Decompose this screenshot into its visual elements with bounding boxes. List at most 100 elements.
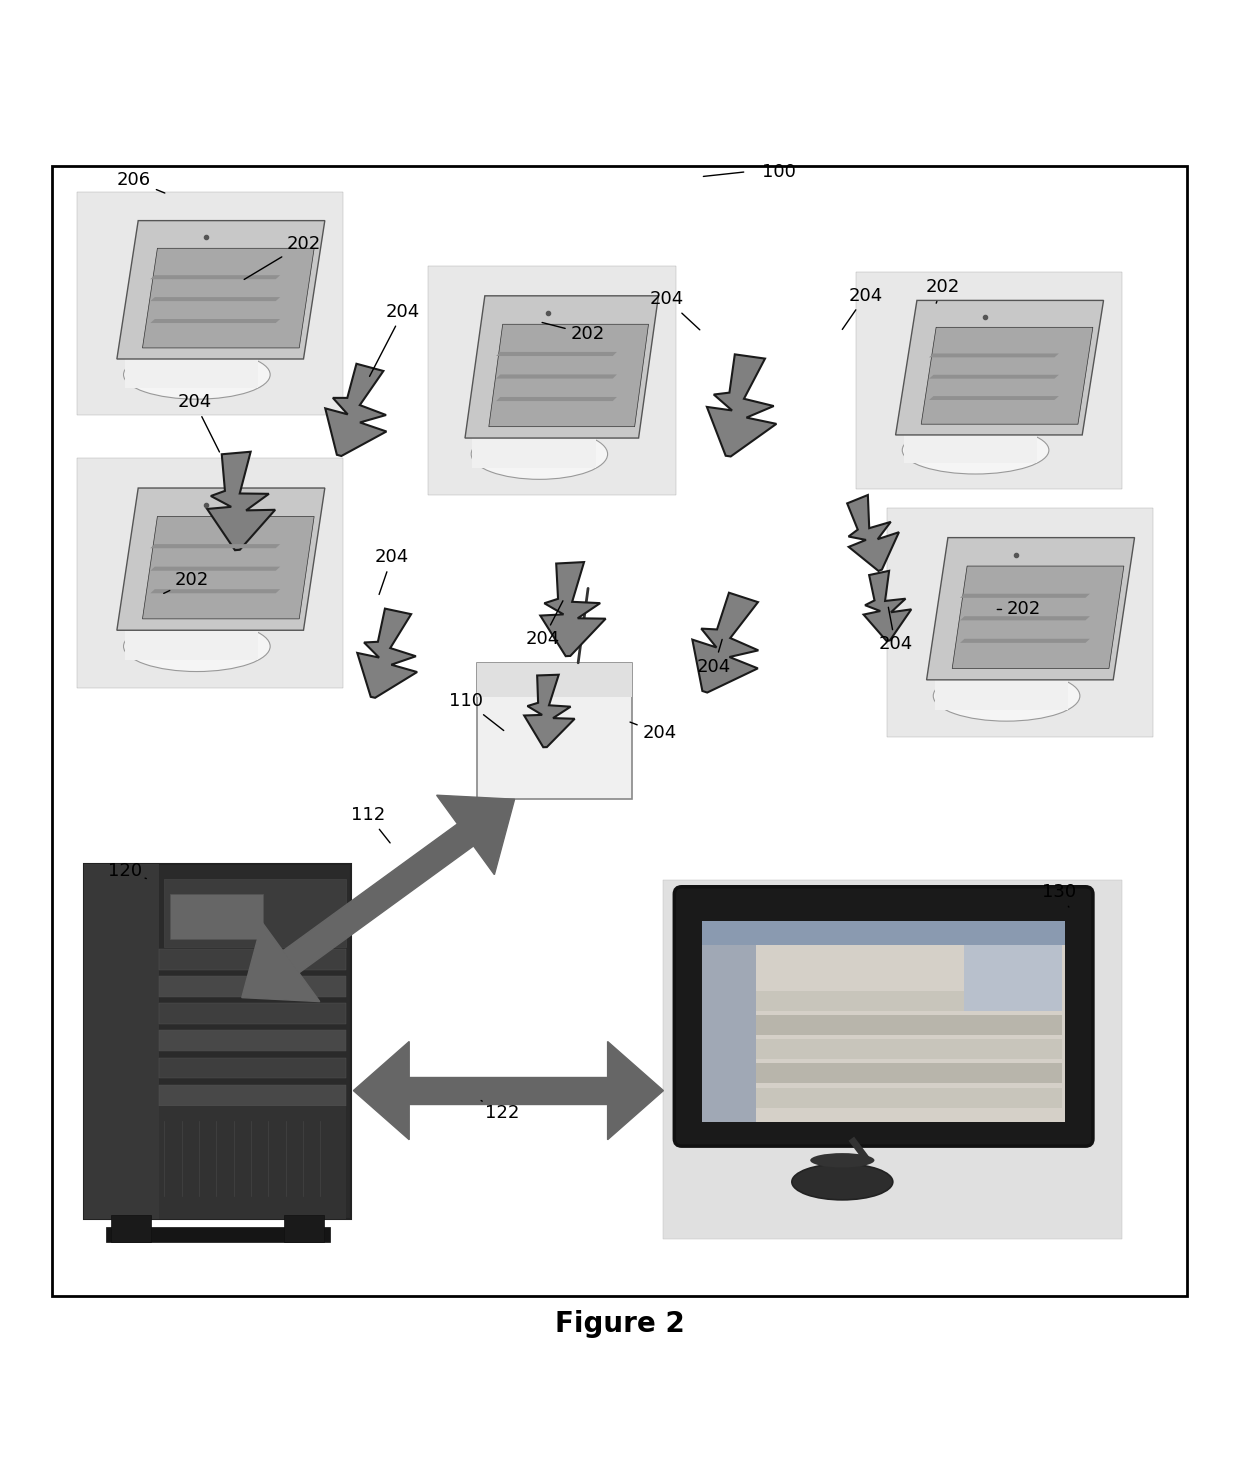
Text: 202: 202 (997, 601, 1042, 618)
Text: 204: 204 (630, 722, 677, 743)
FancyBboxPatch shape (105, 1227, 330, 1241)
FancyBboxPatch shape (675, 887, 1092, 1146)
Polygon shape (952, 566, 1123, 668)
FancyBboxPatch shape (159, 1003, 346, 1023)
FancyBboxPatch shape (159, 1057, 346, 1079)
Text: 110: 110 (449, 692, 503, 731)
FancyBboxPatch shape (77, 192, 343, 415)
Polygon shape (929, 374, 1059, 379)
Polygon shape (608, 1041, 663, 1140)
Polygon shape (929, 396, 1059, 401)
FancyBboxPatch shape (84, 864, 159, 1219)
FancyBboxPatch shape (477, 662, 632, 800)
Polygon shape (150, 275, 280, 279)
Polygon shape (960, 594, 1090, 598)
Ellipse shape (810, 1154, 874, 1168)
FancyBboxPatch shape (159, 1085, 346, 1105)
Ellipse shape (124, 621, 270, 671)
Polygon shape (525, 675, 574, 747)
Polygon shape (926, 538, 1135, 680)
Text: 202: 202 (925, 278, 960, 303)
Polygon shape (707, 354, 776, 456)
Polygon shape (150, 589, 280, 594)
Polygon shape (117, 488, 325, 630)
Polygon shape (143, 249, 314, 348)
FancyBboxPatch shape (706, 1088, 1061, 1108)
FancyBboxPatch shape (706, 1015, 1061, 1035)
FancyBboxPatch shape (706, 1063, 1061, 1083)
Polygon shape (496, 398, 618, 401)
Polygon shape (863, 570, 911, 640)
Polygon shape (960, 639, 1090, 643)
FancyBboxPatch shape (159, 949, 346, 969)
FancyBboxPatch shape (472, 418, 596, 468)
Polygon shape (496, 352, 618, 357)
Polygon shape (150, 297, 280, 301)
Polygon shape (895, 300, 1104, 436)
Text: 206: 206 (117, 171, 165, 193)
Text: 100: 100 (761, 162, 796, 181)
Polygon shape (489, 325, 649, 427)
Text: 202: 202 (164, 570, 210, 594)
Polygon shape (353, 1041, 409, 1140)
FancyBboxPatch shape (935, 659, 1068, 709)
FancyBboxPatch shape (159, 1105, 346, 1219)
FancyBboxPatch shape (904, 415, 1037, 463)
FancyBboxPatch shape (170, 893, 263, 939)
Polygon shape (921, 327, 1092, 424)
FancyBboxPatch shape (702, 944, 756, 1121)
FancyBboxPatch shape (284, 1215, 325, 1241)
Ellipse shape (934, 671, 1080, 721)
Text: Figure 2: Figure 2 (556, 1310, 684, 1338)
Polygon shape (692, 592, 759, 693)
Polygon shape (541, 561, 605, 656)
Text: 122: 122 (481, 1101, 520, 1121)
Ellipse shape (792, 1164, 893, 1200)
Polygon shape (409, 1077, 608, 1104)
Text: 120: 120 (108, 863, 146, 880)
Text: 204: 204 (370, 303, 420, 376)
FancyBboxPatch shape (164, 879, 346, 947)
FancyBboxPatch shape (125, 339, 258, 387)
Text: 204: 204 (842, 287, 883, 329)
Polygon shape (496, 374, 618, 379)
FancyBboxPatch shape (702, 921, 1065, 944)
FancyBboxPatch shape (125, 610, 258, 659)
FancyBboxPatch shape (428, 266, 676, 496)
Text: 204: 204 (177, 393, 219, 452)
Text: 204: 204 (878, 607, 913, 654)
FancyBboxPatch shape (159, 977, 346, 997)
FancyBboxPatch shape (84, 864, 351, 1219)
FancyBboxPatch shape (477, 662, 632, 697)
Ellipse shape (471, 428, 608, 480)
Text: 202: 202 (244, 235, 321, 279)
Text: 204: 204 (650, 291, 699, 330)
Polygon shape (283, 825, 474, 972)
FancyBboxPatch shape (702, 921, 1065, 1121)
Polygon shape (325, 364, 387, 456)
FancyBboxPatch shape (663, 880, 1122, 1240)
FancyBboxPatch shape (706, 1039, 1061, 1060)
FancyBboxPatch shape (887, 507, 1153, 737)
FancyBboxPatch shape (963, 944, 1061, 1012)
FancyBboxPatch shape (77, 458, 343, 687)
Polygon shape (207, 452, 275, 550)
Ellipse shape (903, 427, 1049, 474)
Ellipse shape (124, 349, 270, 399)
Polygon shape (117, 221, 325, 360)
FancyBboxPatch shape (159, 1031, 346, 1051)
Text: 204: 204 (374, 548, 409, 595)
Polygon shape (436, 795, 515, 874)
Polygon shape (847, 496, 899, 572)
Text: 130: 130 (1042, 883, 1076, 906)
FancyBboxPatch shape (856, 272, 1122, 490)
Polygon shape (929, 354, 1059, 357)
Polygon shape (150, 567, 280, 570)
Text: 204: 204 (697, 639, 732, 675)
Text: 112: 112 (351, 807, 391, 844)
Polygon shape (960, 617, 1090, 620)
Polygon shape (242, 923, 320, 1001)
Text: 204: 204 (526, 601, 563, 648)
Polygon shape (143, 516, 314, 618)
FancyBboxPatch shape (52, 165, 1187, 1297)
